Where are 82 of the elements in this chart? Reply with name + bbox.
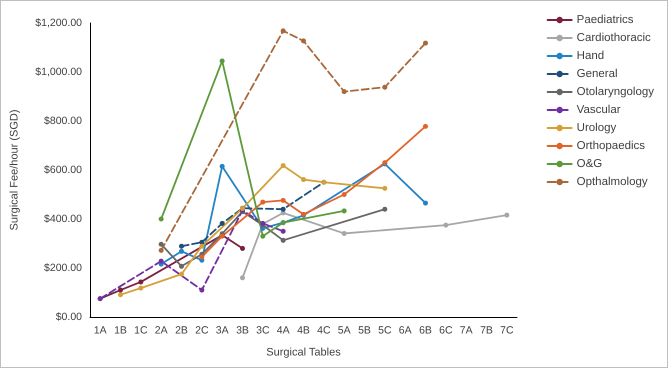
point — [138, 286, 144, 291]
x-tick-label: 7B — [480, 324, 493, 336]
x-tick-label: 7C — [500, 324, 514, 336]
point — [260, 234, 266, 239]
point — [301, 38, 306, 44]
point — [199, 244, 204, 249]
point — [179, 272, 184, 277]
x-tick-label: 2B — [175, 324, 188, 336]
point — [199, 288, 204, 293]
point — [118, 292, 123, 298]
point — [443, 222, 448, 228]
point — [220, 220, 225, 226]
x-tick-label: 7A — [460, 324, 473, 336]
point — [342, 192, 347, 197]
legend-label: Vascular — [576, 104, 621, 116]
x-tick-label: 1B — [114, 324, 127, 336]
x-tick-label: 5B — [358, 324, 371, 336]
legend-label: Otolaryngology — [576, 86, 654, 98]
point — [423, 40, 428, 46]
point — [240, 246, 245, 251]
point — [199, 254, 204, 260]
point — [280, 163, 286, 168]
point — [423, 124, 428, 129]
x-tick-label: 5C — [378, 324, 392, 336]
legend-label: O&G — [576, 158, 602, 170]
x-tick-label: 1A — [94, 324, 107, 336]
y-tick-label: $200.00 — [44, 262, 82, 274]
point — [382, 84, 388, 90]
x-tick-label: 4C — [317, 324, 331, 336]
y-tick-label: $800.00 — [44, 115, 82, 127]
legend-label: Orthopaedics — [576, 140, 646, 152]
point — [158, 248, 164, 253]
point — [179, 244, 184, 249]
point — [118, 288, 123, 293]
point — [342, 89, 347, 94]
x-tick-label: 6B — [419, 324, 432, 336]
point — [301, 177, 306, 182]
point — [342, 208, 347, 214]
y-tick-label: $600.00 — [44, 164, 82, 176]
x-tick-label: 5A — [338, 324, 351, 336]
legend-label: Hand — [576, 50, 604, 62]
point — [220, 164, 225, 169]
x-tick-label: 4B — [297, 324, 310, 336]
point — [504, 212, 510, 218]
x-axis-title: Surgical Tables — [266, 346, 342, 358]
point — [158, 216, 164, 222]
legend-label: General — [576, 68, 618, 80]
y-tick-label: $1,200.00 — [35, 17, 82, 29]
point — [280, 28, 286, 34]
point — [280, 206, 286, 212]
point — [382, 206, 388, 212]
legend-label: Urology — [576, 122, 617, 134]
point — [158, 242, 164, 247]
x-tick-label: 4A — [276, 324, 290, 336]
y-tick-label: $400.00 — [44, 213, 82, 225]
y-axis-title: Surgical Fee/hour (SGD) — [8, 109, 20, 231]
point — [260, 200, 266, 205]
point — [342, 230, 347, 236]
point — [158, 258, 164, 264]
legend-label: Cardiothoracic — [576, 32, 652, 44]
legend-label: Paediatrics — [576, 14, 634, 26]
point — [280, 228, 286, 234]
point — [220, 58, 225, 64]
x-tick-label: 3A — [216, 324, 229, 336]
y-tick-label: $0.00 — [56, 311, 82, 323]
point — [382, 186, 388, 191]
point — [179, 264, 184, 269]
point — [423, 200, 428, 206]
x-tick-label: 6A — [398, 324, 412, 336]
x-tick-label: 2C — [195, 324, 209, 336]
x-tick-label: 2A — [154, 324, 168, 336]
legend-label: Opthalmology — [576, 176, 648, 188]
point — [138, 279, 144, 284]
point — [280, 238, 286, 243]
y-tick-label: $1,000.00 — [35, 66, 82, 78]
x-tick-label: 1C — [134, 324, 148, 336]
point — [280, 198, 286, 203]
x-tick-label: 3B — [236, 324, 249, 336]
x-tick-label: 3C — [256, 324, 270, 336]
point — [240, 275, 245, 280]
point — [179, 248, 184, 254]
x-tick-label: 6C — [439, 324, 453, 336]
